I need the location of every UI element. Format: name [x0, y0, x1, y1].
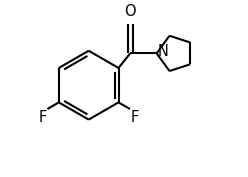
- Text: O: O: [124, 4, 136, 19]
- Text: N: N: [157, 44, 168, 59]
- Text: F: F: [38, 110, 47, 125]
- Text: F: F: [131, 110, 139, 125]
